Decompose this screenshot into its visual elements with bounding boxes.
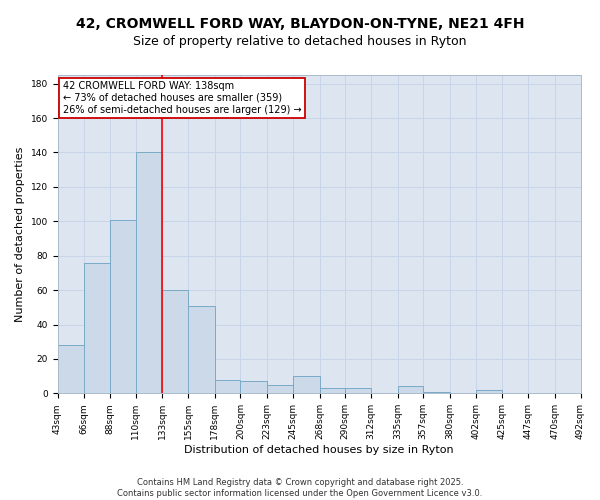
- Bar: [163, 290, 188, 394]
- X-axis label: Distribution of detached houses by size in Ryton: Distribution of detached houses by size …: [184, 445, 454, 455]
- Text: 42, CROMWELL FORD WAY, BLAYDON-ON-TYNE, NE21 4FH: 42, CROMWELL FORD WAY, BLAYDON-ON-TYNE, …: [76, 18, 524, 32]
- Bar: [345, 388, 371, 394]
- Bar: [241, 382, 267, 394]
- Bar: [215, 380, 241, 394]
- Text: Contains HM Land Registry data © Crown copyright and database right 2025.
Contai: Contains HM Land Registry data © Crown c…: [118, 478, 482, 498]
- Bar: [320, 388, 345, 394]
- Text: Size of property relative to detached houses in Ryton: Size of property relative to detached ho…: [133, 35, 467, 48]
- Bar: [476, 390, 502, 394]
- Bar: [188, 306, 215, 394]
- Y-axis label: Number of detached properties: Number of detached properties: [15, 146, 25, 322]
- Text: 42 CROMWELL FORD WAY: 138sqm
← 73% of detached houses are smaller (359)
26% of s: 42 CROMWELL FORD WAY: 138sqm ← 73% of de…: [63, 82, 301, 114]
- Bar: [423, 392, 450, 394]
- Bar: [293, 376, 320, 394]
- Bar: [398, 386, 423, 394]
- Bar: [110, 220, 136, 394]
- Bar: [267, 384, 293, 394]
- Bar: [58, 345, 85, 394]
- Bar: [136, 152, 163, 394]
- Bar: [85, 262, 110, 394]
